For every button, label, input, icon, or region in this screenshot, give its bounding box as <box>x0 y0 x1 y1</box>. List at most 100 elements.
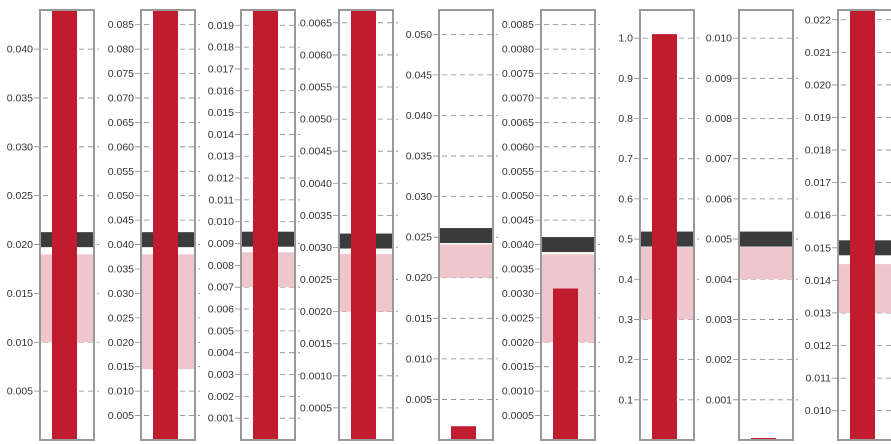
y-tick-label: 0.060 <box>108 141 134 153</box>
y-tick-label: 0.005 <box>7 386 33 398</box>
y-tick-label: 0.0060 <box>502 141 534 153</box>
y-tick-label: 0.0025 <box>300 274 332 286</box>
y-tick-label: 0.025 <box>108 312 134 324</box>
y-tick-label: 0.017 <box>208 63 234 75</box>
value-bar <box>351 10 376 440</box>
panel-frame <box>639 9 695 441</box>
y-tick-label: 0.002 <box>706 354 732 366</box>
y-tick-label: 0.0075 <box>502 68 534 80</box>
y-tick-label: 0.007 <box>706 153 732 165</box>
chart-panel-5: 0.005 0.010 0.015 0.020 0.025 0.030 0.035 0.040… <box>406 9 498 441</box>
y-tick-label: 0.010 <box>7 337 33 349</box>
y-tick-label: 0.0050 <box>300 114 332 126</box>
chart-panel-7: 0.1 0.2 0.3 0.4 0.5 0.6 0.7 0.8 0.9 1.0 <box>618 9 699 441</box>
value-bar <box>553 288 578 440</box>
value-bar <box>253 10 278 440</box>
y-tick-label: 0.0005 <box>300 402 332 414</box>
y-tick-label: 0.0020 <box>300 306 332 318</box>
y-tick-label: 0.019 <box>208 20 234 32</box>
y-tick-label: 0.016 <box>208 85 234 97</box>
y-tick-label: 0.050 <box>108 190 134 202</box>
y-tick-label: 0.015 <box>805 242 831 254</box>
y-tick-label: 0.010 <box>208 216 234 228</box>
y-tick-label: 0.0035 <box>300 210 332 222</box>
y-tick-label: 0.0055 <box>300 82 332 94</box>
y-tick-label: 0.9 <box>618 73 633 85</box>
y-tick-label: 0.0065 <box>300 17 332 29</box>
y-tick-label: 0.0055 <box>502 166 534 178</box>
y-tick-label: 1.0 <box>618 33 633 45</box>
y-tick-label: 0.0020 <box>502 337 534 349</box>
chart-panel-1: 0.005 0.010 0.015 0.020 0.025 0.030 0.035 0.040 <box>7 9 99 441</box>
y-tick-label: 0.015 <box>7 288 33 300</box>
y-tick-label: 0.009 <box>208 238 234 250</box>
y-tick-label: 0.008 <box>208 260 234 272</box>
panel-frame <box>39 9 95 441</box>
y-tick-label: 0.014 <box>208 129 234 141</box>
y-tick-label: 0.035 <box>406 151 432 163</box>
chart-panel-8: 0.001 0.002 0.003 0.004 0.005 0.006 0.007 0.008… <box>706 9 798 441</box>
y-tick-label: 0.0080 <box>502 44 534 56</box>
y-tick-label: 0.8 <box>618 113 633 125</box>
y-tick-label: 0.010 <box>108 386 134 398</box>
y-tick-label: 0.040 <box>7 44 33 56</box>
y-tick-label: 0.013 <box>208 151 234 163</box>
y-tick-label: 0.010 <box>805 405 831 417</box>
y-tick-label: 0.065 <box>108 117 134 129</box>
value-bar <box>52 10 77 440</box>
y-tick-label: 0.018 <box>208 42 234 54</box>
y-tick-label: 0.020 <box>7 239 33 251</box>
y-tick-label: 0.080 <box>108 44 134 56</box>
y-tick-label: 0.5 <box>618 234 633 246</box>
y-tick-label: 0.0015 <box>300 338 332 350</box>
y-tick-label: 0.014 <box>805 275 831 287</box>
y-tick-label: 0.017 <box>805 177 831 189</box>
y-tick-label: 0.035 <box>108 263 134 275</box>
y-tick-label: 0.009 <box>706 73 732 85</box>
y-tick-label: 0.3 <box>618 314 633 326</box>
y-tick-label: 0.045 <box>406 69 432 81</box>
y-tick-label: 0.085 <box>108 19 134 31</box>
y-tick-label: 0.021 <box>805 47 831 59</box>
y-tick-label: 0.020 <box>108 337 134 349</box>
y-tick-label: 0.005 <box>208 325 234 337</box>
y-tick-label: 0.020 <box>805 79 831 91</box>
y-tick-label: 0.002 <box>208 391 234 403</box>
y-tick-label: 0.050 <box>406 29 432 41</box>
y-tick-label: 0.013 <box>805 307 831 319</box>
y-tick-label: 0.015 <box>208 107 234 119</box>
panel-frame <box>438 9 494 441</box>
value-bar <box>451 426 476 440</box>
y-tick-label: 0.0070 <box>502 92 534 104</box>
y-tick-label: 0.040 <box>406 110 432 122</box>
y-tick-label: 0.040 <box>108 239 134 251</box>
y-tick-label: 0.018 <box>805 145 831 157</box>
y-tick-label: 0.025 <box>406 232 432 244</box>
y-tick-label: 0.0040 <box>502 239 534 251</box>
y-tick-label: 0.008 <box>706 113 732 125</box>
y-tick-label: 0.0040 <box>300 178 332 190</box>
target-band <box>439 244 493 278</box>
panel-frame <box>540 9 596 441</box>
y-tick-label: 0.010 <box>406 353 432 365</box>
y-tick-label: 0.6 <box>618 193 633 205</box>
y-tick-label: 0.0035 <box>502 263 534 275</box>
y-tick-label: 0.035 <box>7 92 33 104</box>
y-tick-label: 0.0025 <box>502 312 534 324</box>
y-tick-label: 0.006 <box>706 193 732 205</box>
chart-panel-2: 0.005 0.010 0.015 0.020 0.025 0.030 0.035 0.040… <box>108 9 200 441</box>
value-bar <box>652 34 677 440</box>
chart-panel-6: 0.0005 0.0010 0.0015 0.0020 0.0025 0.0030 0.00… <box>502 9 600 441</box>
reference-marker <box>439 228 493 244</box>
y-tick-label: 0.019 <box>805 112 831 124</box>
y-tick-label: 0.020 <box>406 272 432 284</box>
y-tick-label: 0.0015 <box>502 361 534 373</box>
reference-marker <box>541 237 595 253</box>
panel-frame <box>738 9 794 441</box>
target-band <box>739 247 793 280</box>
y-tick-label: 0.0030 <box>502 288 534 300</box>
y-tick-label: 0.010 <box>706 33 732 45</box>
y-tick-label: 0.0065 <box>502 117 534 129</box>
y-tick-label: 0.004 <box>208 347 234 359</box>
y-tick-label: 0.007 <box>208 282 234 294</box>
